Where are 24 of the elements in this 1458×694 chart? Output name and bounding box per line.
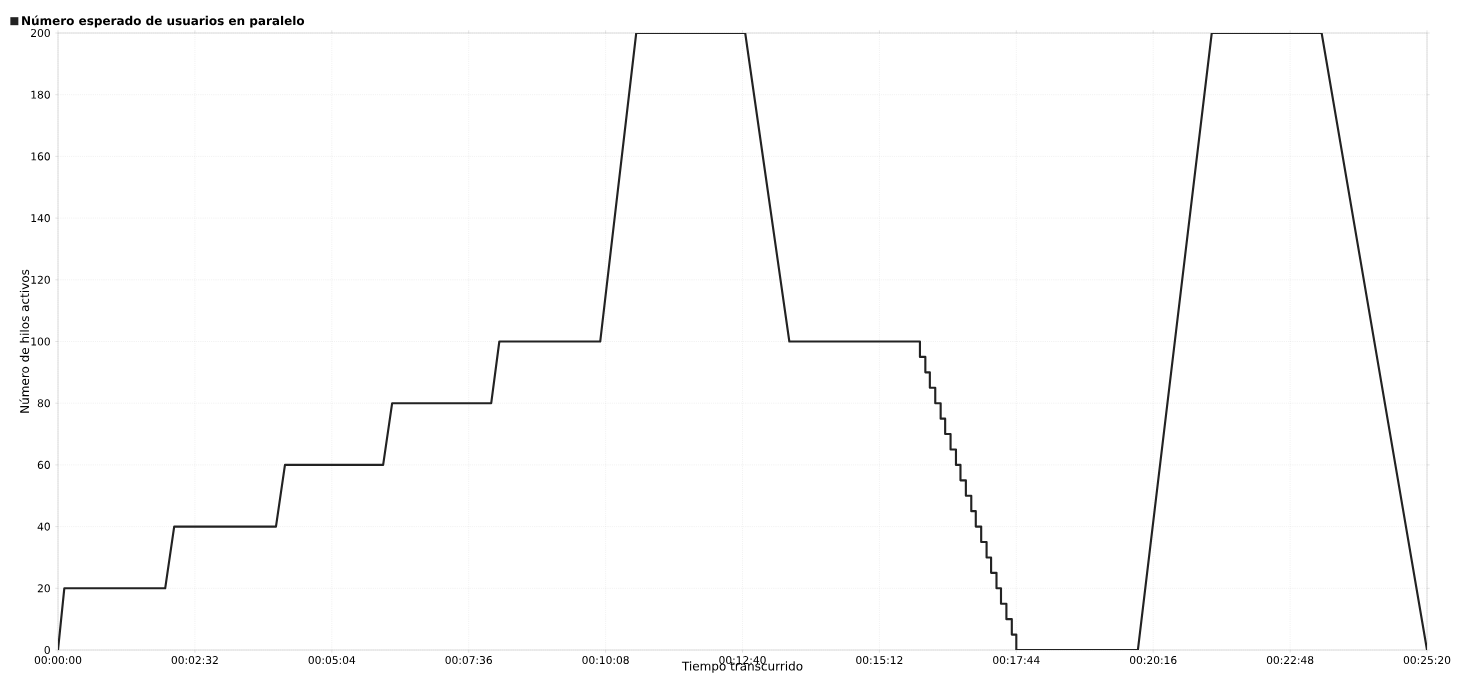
x-tick-label: 00:25:20 bbox=[1403, 656, 1451, 665]
x-tick-label: 00:22:48 bbox=[1266, 656, 1314, 665]
line-series bbox=[58, 33, 1428, 650]
x-tick-label: 00:15:12 bbox=[856, 656, 903, 665]
y-tick-label: 160 bbox=[31, 152, 50, 161]
x-tick-label: 00:17:44 bbox=[993, 656, 1040, 665]
y-tick-label: 80 bbox=[37, 399, 50, 408]
y-tick-label: 20 bbox=[37, 584, 50, 593]
y-tick-label: 100 bbox=[31, 337, 50, 346]
y-tick-label: 180 bbox=[31, 90, 50, 99]
y-tick-label: 140 bbox=[31, 214, 50, 223]
legend-label: Número esperado de usuarios en paralelo bbox=[22, 15, 305, 28]
x-tick-label: 00:02:32 bbox=[171, 656, 218, 665]
x-tick-label: 00:00:00 bbox=[34, 656, 82, 665]
y-axis-title: Número de hilos activos bbox=[19, 269, 30, 413]
y-tick-label: 200 bbox=[31, 28, 50, 38]
y-tick-label: 40 bbox=[37, 522, 50, 531]
y-tick-label: 120 bbox=[31, 275, 50, 284]
y-tick-label: 60 bbox=[37, 460, 50, 469]
y-tick-label: 0 bbox=[44, 645, 50, 655]
x-tick-label: 00:20:16 bbox=[1129, 656, 1177, 665]
x-tick-label: 00:07:36 bbox=[445, 656, 492, 665]
x-tick-label: 00:10:08 bbox=[582, 656, 629, 665]
x-tick-label: 00:05:04 bbox=[308, 656, 356, 665]
